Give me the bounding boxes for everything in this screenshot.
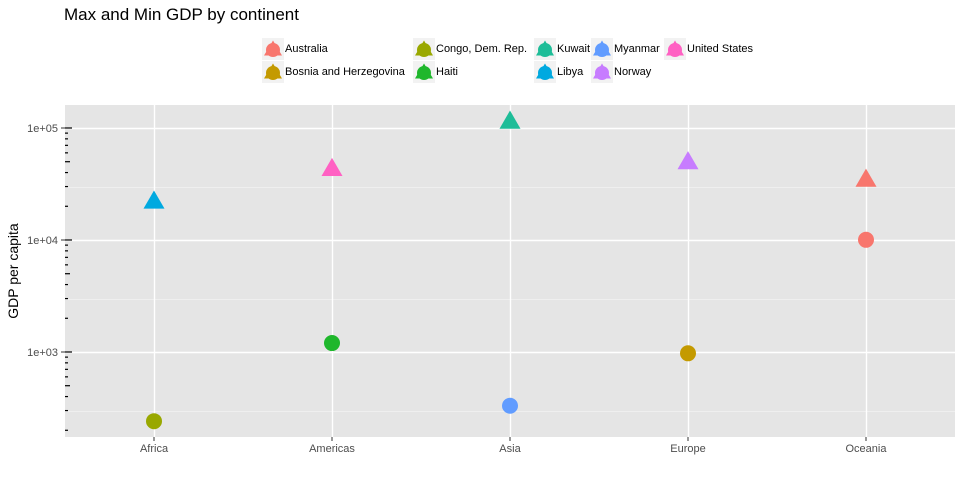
point-europe-max-norway <box>677 151 699 170</box>
legend-label: Congo, Dem. Rep. <box>436 43 528 55</box>
x-tick-label-asia: Asia <box>499 443 521 455</box>
point-oceania-min-australia <box>858 231 874 248</box>
legend-label: Haiti <box>436 66 459 78</box>
legend-item-norway: Norway <box>591 61 651 83</box>
x-tick-label-americas: Americas <box>309 443 355 455</box>
point-oceania-max-australia <box>855 168 877 187</box>
legend-label: Myanmar <box>614 43 660 55</box>
x-tick-label-europe: Europe <box>670 443 705 455</box>
x-tick-label-africa: Africa <box>140 443 169 455</box>
legend-key-icon <box>262 61 284 83</box>
legend-key-icon <box>534 61 556 83</box>
point-asia-max-kuwait <box>499 110 521 129</box>
legend-key-icon <box>534 38 556 60</box>
y-tick-label: 1e+04 <box>27 235 58 247</box>
legend-label: Australia <box>285 43 328 55</box>
legend-label: Libya <box>557 66 584 78</box>
legend-item-myanmar: Myanmar <box>591 38 660 60</box>
point-asia-min-myanmar <box>502 397 518 414</box>
y-log-ticks <box>65 127 72 431</box>
legend-label: Kuwait <box>557 43 591 55</box>
legend-item-haiti: Haiti <box>413 61 458 83</box>
y-tick-label: 1e+03 <box>27 347 58 359</box>
legend-item-libya: Libya <box>534 61 583 83</box>
legend-item-congo-dem-rep: Congo, Dem. Rep. <box>413 38 527 60</box>
point-americas-max-united-states <box>321 157 343 177</box>
legend-key-icon <box>413 38 435 60</box>
point-africa-min-congo-dem-rep <box>146 413 162 430</box>
legend-item-australia: Australia <box>262 38 328 60</box>
legend-key-icon <box>262 38 284 60</box>
legend-item-bosnia-and-herzegovina: Bosnia and Herzegovina <box>262 61 405 83</box>
point-europe-min-bosnia-and-herzegovina <box>680 345 696 362</box>
y-axis-title: GDP per capita <box>5 223 21 319</box>
legend-key-icon <box>591 61 613 83</box>
legend-item-united-states: United States <box>664 38 753 60</box>
legend: Australia Bosnia and Herzegovina Congo, De… <box>0 0 960 95</box>
legend-key-icon <box>591 38 613 60</box>
x-tick-label-oceania: Oceania <box>846 443 888 455</box>
chart-title: Max and Min GDP by continent <box>64 5 299 24</box>
legend-label: Bosnia and Herzegovina <box>285 66 405 78</box>
legend-item-kuwait: Kuwait <box>534 38 590 60</box>
y-tick-label: 1e+05 <box>27 123 58 135</box>
legend-key-icon <box>413 61 435 83</box>
legend-label: Norway <box>614 66 652 78</box>
point-africa-max-libya <box>143 190 165 209</box>
legend-key-icon <box>664 38 686 60</box>
legend-label: United States <box>687 43 754 55</box>
point-americas-min-haiti <box>324 335 340 352</box>
